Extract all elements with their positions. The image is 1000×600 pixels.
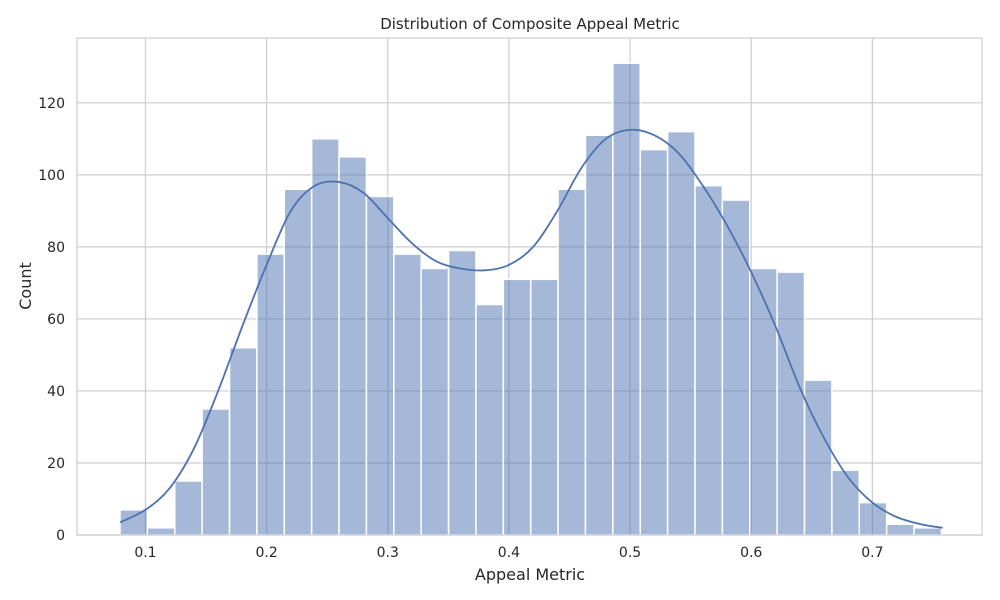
histogram-bar: [557, 188, 587, 536]
histogram-bar: [228, 346, 258, 536]
kde-curve: [119, 128, 943, 529]
histogram-bar: [721, 199, 751, 536]
histogram-bar: [584, 134, 614, 536]
y-tick-label: 100: [38, 168, 65, 184]
histogram-bar: [420, 267, 450, 536]
y-tick-label: 120: [38, 96, 65, 112]
histogram-bar: [913, 527, 943, 536]
chart-title: Distribution of Composite Appeal Metric: [380, 15, 680, 33]
x-tick-label: 0.6: [740, 545, 762, 561]
x-tick-labels: 0.1 0.2 0.3 0.4 0.5 0.6 0.7: [134, 545, 883, 561]
y-tick-label: 0: [56, 528, 65, 544]
histogram-bar: [502, 278, 532, 536]
histogram-bar: [612, 62, 641, 536]
x-tick-label: 0.4: [498, 545, 520, 561]
x-tick-label: 0.3: [377, 545, 399, 561]
y-tick-label: 40: [47, 384, 65, 400]
histogram-bar: [639, 148, 669, 536]
histogram-bar: [365, 195, 395, 536]
y-tick-label: 80: [47, 240, 65, 256]
histogram-bar: [201, 408, 231, 536]
plot-frame: [76, 37, 983, 536]
histogram-bar: [776, 271, 806, 536]
histogram-bar: [749, 267, 778, 536]
x-axis-label: Appeal Metric: [475, 565, 585, 584]
histogram-bar: [174, 480, 203, 536]
histogram-bar: [146, 527, 176, 536]
x-tick-label: 0.2: [255, 545, 277, 561]
histogram-bar: [338, 156, 368, 536]
histogram-bar: [858, 501, 888, 536]
histogram-bar: [119, 509, 149, 536]
histogram-bar: [529, 278, 559, 536]
histogram-bar: [694, 184, 724, 536]
y-tick-label: 20: [47, 456, 65, 472]
kde-layer: [119, 128, 943, 529]
histogram-bar: [475, 303, 505, 536]
histogram-bar: [666, 130, 696, 536]
histogram-bar: [447, 249, 477, 536]
histogram-bar: [803, 379, 833, 536]
histogram-bar: [283, 188, 313, 536]
x-tick-label: 0.1: [134, 545, 156, 561]
x-tick-label: 0.7: [861, 545, 883, 561]
y-tick-label: 60: [47, 312, 65, 328]
histogram-bar: [393, 253, 422, 536]
x-tick-label: 0.5: [619, 545, 641, 561]
bars-layer: [119, 62, 943, 536]
histogram-bar: [310, 138, 340, 536]
histogram-bar: [831, 469, 861, 536]
histogram-bar: [256, 253, 286, 536]
y-axis-label: Count: [16, 262, 35, 310]
y-tick-labels: 0 20 40 60 80 100 120: [38, 96, 65, 544]
histogram-bar: [885, 523, 915, 536]
